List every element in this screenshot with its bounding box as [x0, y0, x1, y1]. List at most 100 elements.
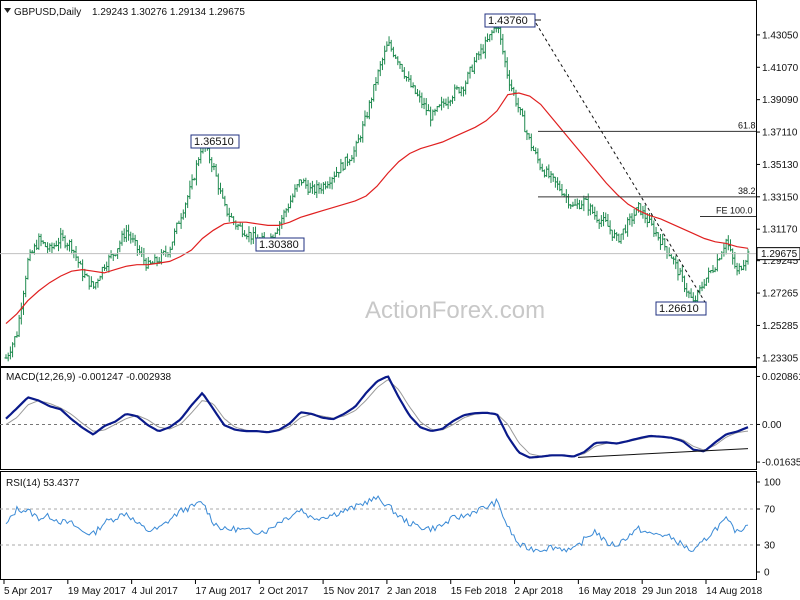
rsi-tick-label: 100	[764, 478, 781, 489]
macd-divergence-line	[577, 448, 749, 458]
price-bar	[715, 253, 719, 272]
x-tick-label: 2 Apr 2018	[515, 586, 564, 597]
price-bar	[737, 263, 741, 275]
price-bar	[19, 302, 23, 325]
macd-y-axis: 0.020861 0.00 -0.016357	[756, 372, 800, 469]
price-tick-label: 1.29245	[762, 256, 799, 267]
macd-main-line	[5, 375, 749, 459]
x-tick-label: 14 Aug 2018	[706, 586, 763, 597]
price-bar	[608, 220, 612, 235]
price-tick-label: 1.41070	[762, 63, 799, 74]
price-bar	[170, 241, 174, 250]
price-bar	[687, 290, 691, 299]
price-bar	[359, 135, 363, 143]
price-bar	[549, 171, 553, 183]
price-bar	[216, 173, 220, 195]
price-bar	[490, 29, 494, 41]
price-bar	[129, 231, 133, 244]
price-bar	[57, 237, 61, 252]
price-bar	[510, 79, 514, 92]
price-bar	[702, 279, 706, 289]
price-bar	[39, 233, 43, 247]
high-label-1-43760: 1.43760	[488, 15, 528, 27]
price-bar	[656, 232, 660, 241]
price-bar	[674, 255, 678, 270]
price-bar	[534, 147, 538, 155]
price-tick-label: 1.31170	[762, 225, 798, 236]
price-bar	[610, 229, 614, 241]
price-bar	[571, 201, 575, 208]
price-bar	[569, 203, 573, 209]
price-bar	[221, 188, 225, 199]
price-bar	[254, 226, 258, 239]
price-bar	[538, 158, 542, 171]
x-tick-label: 17 Aug 2017	[195, 586, 252, 597]
macd-tick-label: 0.020861	[762, 372, 800, 383]
price-bar	[306, 180, 310, 195]
price-bar	[503, 50, 507, 68]
price-bar	[59, 227, 63, 249]
price-bar	[96, 278, 100, 288]
price-bar	[131, 232, 135, 243]
price-bar	[652, 220, 656, 237]
price-bar	[70, 239, 74, 255]
macd-title: MACD(12,26,9) -0.001247 -0.002938	[6, 372, 172, 383]
price-bar	[536, 148, 540, 164]
price-bar	[621, 228, 625, 240]
chart-header: GBPUSD,Daily 1.29243 1.30276 1.29134 1.2…	[4, 7, 245, 18]
price-bar	[426, 104, 430, 112]
price-bar	[120, 230, 124, 246]
price-bar	[639, 203, 643, 216]
price-bar	[348, 158, 352, 166]
price-bar	[22, 290, 26, 315]
price-bar	[486, 33, 490, 43]
price-bar	[76, 256, 80, 268]
price-bar	[13, 336, 17, 348]
price-bar	[319, 183, 323, 194]
price-bar	[124, 225, 128, 243]
price-y-axis: 1.43050 1.41070 1.39090 1.37110 1.35130 1.331…	[756, 30, 800, 364]
macd-tick-label: 0.00	[762, 420, 782, 431]
price-bar	[291, 193, 295, 203]
high-label-1-36510: 1.36510	[194, 136, 234, 148]
price-bar	[383, 45, 387, 65]
rsi-y-axis: 100 70 30 0	[756, 478, 781, 579]
price-bar	[352, 146, 356, 163]
price-bar	[483, 36, 487, 59]
moving-average-line	[5, 92, 749, 325]
price-bar	[742, 259, 746, 271]
price-bar	[313, 184, 317, 195]
price-bar	[140, 246, 144, 258]
price-bar	[107, 254, 111, 273]
price-bar	[389, 39, 393, 52]
macd-signal-line	[5, 379, 749, 457]
price-bar	[461, 86, 465, 97]
price-bar	[588, 203, 592, 216]
price-bar	[164, 245, 168, 257]
price-bar	[407, 71, 411, 82]
x-tick-label: 4 Jul 2017	[132, 586, 179, 597]
price-bar	[628, 213, 632, 226]
price-bar	[61, 229, 65, 242]
price-bar	[665, 246, 669, 259]
rsi-tick-label: 0	[764, 568, 770, 579]
price-bar	[707, 267, 711, 283]
price-bar	[166, 252, 170, 258]
price-bar	[365, 111, 369, 119]
rsi-line	[5, 495, 749, 553]
price-bar	[87, 275, 91, 290]
price-bar	[542, 169, 546, 178]
price-bar	[240, 222, 244, 238]
collapse-triangle-icon	[4, 8, 11, 13]
macd-panel-frame	[0, 367, 757, 470]
price-annotations: 1.43760 1.36510 1.30380 1.26610 61.8 38.2 FE 1…	[190, 13, 756, 316]
fib-38-2-label: 38.2	[738, 186, 756, 196]
price-bar	[26, 257, 30, 280]
price-bar	[190, 174, 194, 190]
price-bar	[499, 27, 503, 45]
price-bar	[343, 156, 347, 170]
price-bar	[376, 69, 380, 85]
price-bar	[545, 166, 549, 177]
price-bar	[315, 180, 319, 199]
price-bar	[197, 157, 201, 167]
